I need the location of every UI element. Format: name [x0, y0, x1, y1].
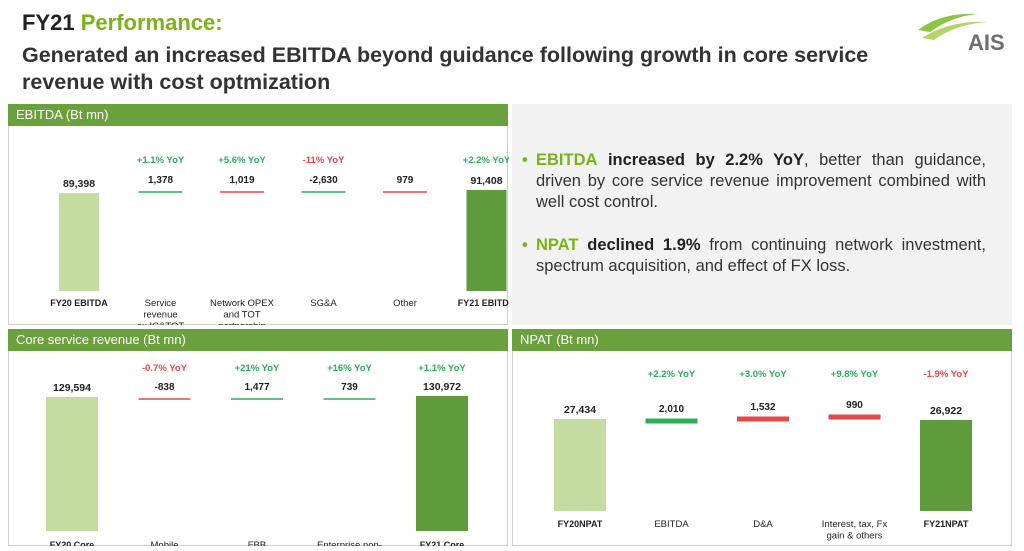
bar [59, 193, 99, 291]
note-npat-text: from continuing network investment, spec… [536, 236, 986, 275]
data-label: 1,378 [148, 175, 173, 186]
bar [554, 419, 606, 511]
category-label: FY20 EBITDA [50, 298, 108, 308]
logo-text: AIS [968, 30, 1005, 54]
data-label: 26,922 [930, 405, 962, 417]
yoy-label: +3.0% YoY [739, 369, 787, 380]
npat-panel-title: NPAT (Bt mn) [512, 329, 1012, 351]
category-label: D&A [753, 519, 773, 530]
note-ebitda-bold: increased by 2.2% YoY [607, 151, 804, 169]
title-accent: Performance: [80, 10, 223, 35]
yoy-label: +9.8% YoY [831, 369, 879, 380]
category-label: FY21 CoreService Revenue [406, 540, 478, 546]
page-title: FY21 Performance: [22, 10, 223, 36]
yoy-label: +2.2% YoY [648, 369, 696, 380]
page-subtitle: Generated an increased EBITDA beyond gui… [22, 43, 869, 94]
category-label: FY21NPAT [924, 519, 969, 529]
note-npat-keyword: NPAT [536, 236, 579, 254]
ais-logo: AIS [918, 13, 1005, 54]
core-panel-title: Core service revenue (Bt mn) [8, 329, 508, 351]
category-label: SG&A [310, 298, 337, 309]
data-label: 1,019 [229, 175, 254, 186]
data-label: 2,010 [659, 404, 684, 415]
yoy-label: +5.6% YoY [218, 155, 266, 166]
data-label: 91,408 [470, 175, 502, 187]
logo-swoosh-2-icon [922, 21, 988, 40]
category-label: FY20 CoreService Revenue [36, 540, 108, 546]
yoy-label: +21% YoY [235, 363, 280, 374]
npat-chart: 27,434 FY20NPAT 2,010 +2.2% YoY EBITDA 1,532 +… [554, 369, 972, 542]
note-npat: • NPAT declined 1.9% from continuing net… [522, 235, 986, 277]
npat-panel: NPAT (Bt mn) 27,434 FY20NPAT 2,010 +2.2% Yo… [512, 329, 1012, 546]
bar [920, 420, 972, 511]
data-label: 1,532 [750, 402, 775, 413]
data-label: 130,972 [423, 381, 461, 393]
yoy-label: +2.2% YoY [463, 155, 509, 166]
category-label: FBB [248, 540, 266, 546]
data-label: -838 [154, 382, 174, 393]
ebitda-panel-title: EBITDA (Bt mn) [8, 104, 508, 126]
notes-panel: • EBITDA increased by 2.2% YoY, better t… [512, 104, 1012, 325]
note-ebitda-text: , better than guidance, driven by core s… [536, 151, 987, 211]
yoy-label: +1.1% YoY [418, 363, 466, 374]
data-label: 979 [397, 175, 414, 186]
category-label: FY20NPAT [558, 519, 603, 529]
category-label: Other [393, 298, 417, 309]
yoy-label: -0.7% YoY [142, 363, 188, 374]
bullet-icon: • [522, 151, 528, 169]
category-label: Interest, tax, Fx gain & others [822, 519, 888, 542]
bullet-icon: • [522, 236, 528, 254]
note-npat-bold: declined 1.9% [587, 236, 701, 254]
data-label: 739 [341, 382, 358, 393]
yoy-label: +1.1% YoY [137, 155, 185, 166]
category-label: Servicerevenueex.IC&TOT [137, 298, 185, 325]
note-ebitda: • EBITDA increased by 2.2% YoY, better t… [522, 150, 987, 213]
logo-swoosh-icon [918, 13, 978, 32]
category-label: Mobile [151, 540, 179, 546]
yoy-label: +16% YoY [327, 363, 372, 374]
core-revenue-chart: 129,594 FY20 CoreService Revenue -838 -0.7%… [36, 363, 478, 551]
category-label: FY21 EBITDA [458, 298, 509, 308]
ebitda-chart: 89,398 FY20 EBITDA 1,378 +1.1% YoY Service re… [50, 155, 516, 332]
ebitda-panel: EBITDA (Bt mn) 89,398 FY20 EBITDA 1,378 +1.… [8, 104, 516, 332]
category-label: EBITDA [654, 519, 689, 530]
data-label: 1,477 [244, 382, 269, 393]
bar [46, 397, 98, 531]
core-revenue-panel: Core service revenue (Bt mn) 129,594 FY20… [8, 329, 508, 551]
note-ebitda-keyword: EBITDA [536, 151, 598, 169]
yoy-label: -11% YoY [303, 155, 346, 166]
data-label: 990 [846, 400, 863, 411]
bar [416, 396, 468, 531]
data-label: 129,594 [53, 382, 91, 394]
bar [466, 190, 507, 291]
yoy-label: -1.9% YoY [923, 369, 969, 380]
data-label: 27,434 [564, 404, 596, 416]
category-label: Enterprise non-mobile & others [316, 540, 382, 546]
title-prefix: FY21 [22, 10, 75, 35]
data-label: -2,630 [309, 175, 338, 186]
data-label: 89,398 [63, 178, 95, 190]
